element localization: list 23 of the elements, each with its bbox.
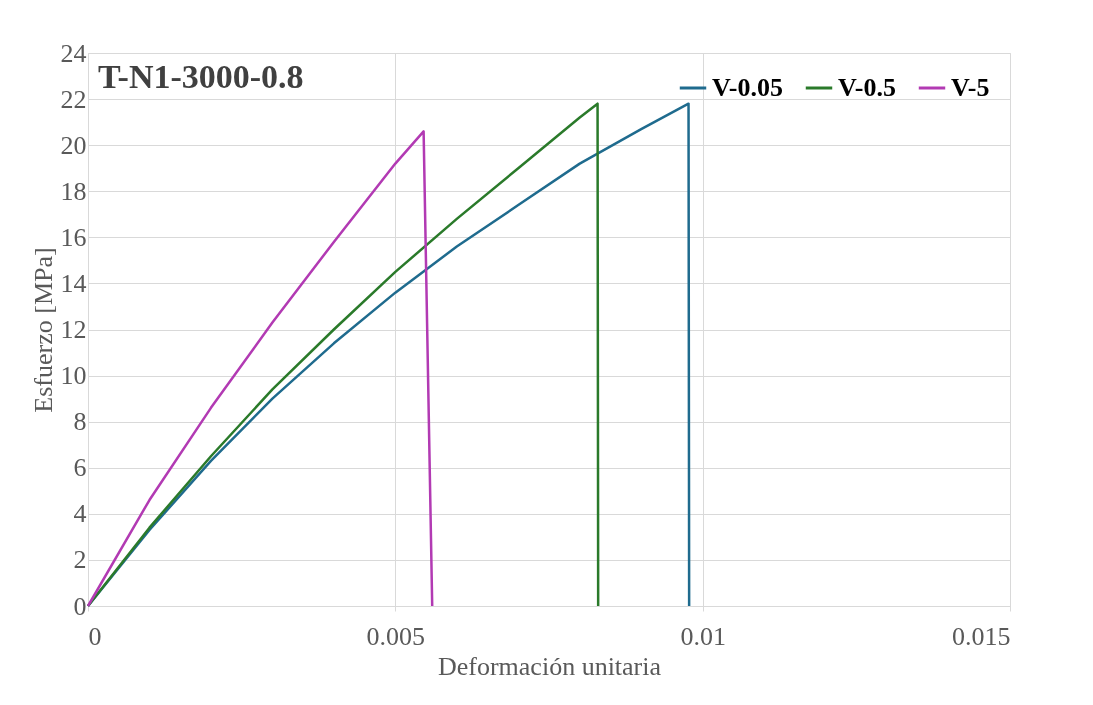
y-tick-label: 6 [73,453,87,483]
x-tick-label: 0.01 [680,621,726,651]
legend-label: V-0.05 [712,73,784,102]
y-tick-label: 12 [60,315,87,344]
legend-label: V-0.5 [838,73,897,102]
y-tick-label: 24 [60,38,87,68]
y-axis-title: Esfuerzo [MPa] [28,247,58,413]
x-tick-label: 0.015 [952,621,1011,651]
y-tick-label: 16 [60,222,87,252]
line-series [86,130,434,608]
x-tick-label: 0.005 [366,621,426,651]
y-tick-label: 14 [60,268,87,298]
y-tick-label: 0 [73,591,87,621]
y-tick-label: 18 [60,176,87,206]
y-tick-label: 10 [60,361,87,391]
y-tick-label: 22 [60,84,87,114]
y-tick-label: 4 [73,499,87,529]
annotation: T-N1-3000-0.8 [98,58,304,95]
y-tick-label: 20 [60,130,87,160]
y-tick-label: 8 [73,407,87,437]
y-tick-label: 2 [73,545,87,575]
legend-label: V-5 [951,73,990,102]
x-axis-title: Deformación unitaria [437,651,662,681]
